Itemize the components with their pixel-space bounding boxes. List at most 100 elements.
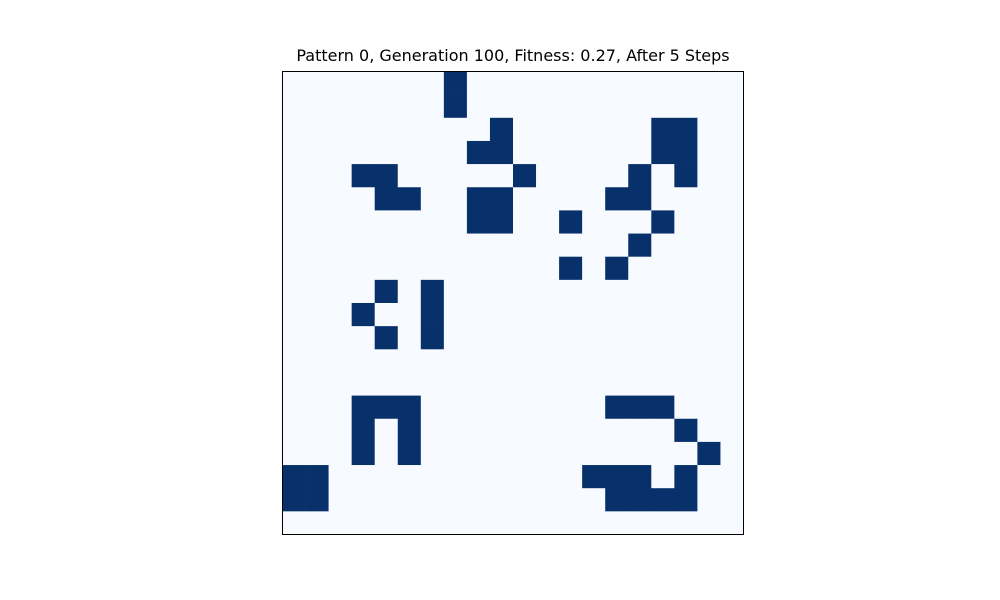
heatmap-cell [674, 441, 698, 466]
heatmap-cell [697, 418, 721, 443]
heatmap-cell [374, 395, 399, 420]
heatmap-cell [397, 303, 422, 327]
heatmap-cell [628, 395, 652, 420]
heatmap-cell [582, 279, 606, 304]
heatmap-cell [674, 418, 698, 443]
heatmap-cell [582, 187, 606, 211]
heatmap-cell [513, 117, 537, 142]
heatmap-cell [605, 488, 629, 512]
heatmap-cell [605, 418, 629, 443]
heatmap-cell [513, 210, 537, 234]
heatmap-cell [397, 71, 422, 95]
heatmap-cell [628, 210, 652, 234]
heatmap-cell [305, 303, 329, 327]
heatmap-cell [374, 233, 399, 257]
heatmap-cell [605, 279, 629, 304]
heatmap-cell [697, 140, 721, 165]
heatmap-cell [628, 326, 652, 350]
heatmap-cell [536, 187, 560, 211]
heatmap-cell [536, 418, 560, 443]
heatmap-cell [559, 233, 583, 257]
heatmap-cell [420, 326, 445, 350]
heatmap-cell [328, 372, 352, 396]
heatmap-cell [605, 395, 629, 420]
heatmap-cell [443, 349, 468, 373]
heatmap-cell [466, 303, 491, 327]
heatmap-cell [582, 71, 606, 95]
heatmap-cell [466, 233, 491, 257]
heatmap-cell [674, 164, 698, 188]
heatmap-cell [559, 140, 583, 165]
heatmap-cell [489, 164, 514, 188]
heatmap-cell [513, 71, 537, 95]
heatmap-cell [651, 210, 675, 234]
heatmap-cell [328, 256, 352, 281]
heatmap-cell [305, 511, 329, 535]
heatmap-cell [605, 140, 629, 165]
heatmap-cell [489, 488, 514, 512]
heatmap-cells [282, 71, 744, 535]
heatmap-cell [282, 71, 306, 95]
heatmap-cell [443, 303, 468, 327]
heatmap-cell [697, 233, 721, 257]
heatmap-cell [282, 418, 306, 443]
heatmap-cell [374, 187, 399, 211]
heatmap-cell [466, 326, 491, 350]
heatmap-cell [282, 303, 306, 327]
heatmap-cell [559, 441, 583, 466]
heatmap-cell [697, 441, 721, 466]
heatmap-cell [374, 140, 399, 165]
heatmap-cell [605, 372, 629, 396]
heatmap-cell [582, 94, 606, 119]
heatmap-cell [674, 511, 698, 535]
heatmap-cell [628, 256, 652, 281]
heatmap-cell [443, 233, 468, 257]
heatmap-cell [605, 511, 629, 535]
heatmap-cell [443, 441, 468, 466]
heatmap-cell [582, 441, 606, 466]
heatmap-cell [489, 210, 514, 234]
heatmap-cell [720, 488, 744, 512]
heatmap-cell [697, 395, 721, 420]
heatmap-cell [674, 465, 698, 489]
heatmap-cell [697, 349, 721, 373]
heatmap-cell [605, 256, 629, 281]
heatmap-cell [674, 395, 698, 420]
heatmap-cell [720, 187, 744, 211]
heatmap-cell [674, 94, 698, 119]
heatmap-cell [720, 117, 744, 142]
heatmap-cell [282, 511, 306, 535]
heatmap-cell [328, 164, 352, 188]
heatmap-cell [674, 210, 698, 234]
heatmap-cell [582, 117, 606, 142]
heatmap-cell [674, 303, 698, 327]
heatmap-cell [420, 418, 445, 443]
heatmap-cell [559, 326, 583, 350]
heatmap-cell [720, 395, 744, 420]
heatmap-cell [443, 488, 468, 512]
heatmap-cell [374, 465, 399, 489]
heatmap-cell [328, 71, 352, 95]
heatmap-cell [605, 94, 629, 119]
heatmap-cell [466, 418, 491, 443]
heatmap-cell [513, 372, 537, 396]
heatmap-cell [466, 94, 491, 119]
heatmap-cell [513, 349, 537, 373]
heatmap-cell [466, 140, 491, 165]
heatmap-cell [420, 71, 445, 95]
heatmap-cell [536, 164, 560, 188]
heatmap-cell [397, 210, 422, 234]
heatmap-cell [305, 187, 329, 211]
heatmap-cell [513, 256, 537, 281]
heatmap-cell [351, 303, 375, 327]
heatmap-cell [466, 256, 491, 281]
heatmap-cell [466, 210, 491, 234]
heatmap-cell [282, 233, 306, 257]
heatmap-cell [282, 140, 306, 165]
heatmap-cell [305, 164, 329, 188]
heatmap-cell [605, 233, 629, 257]
heatmap-cell [374, 349, 399, 373]
heatmap-cell [536, 349, 560, 373]
heatmap-cell [513, 511, 537, 535]
heatmap-cell [374, 256, 399, 281]
